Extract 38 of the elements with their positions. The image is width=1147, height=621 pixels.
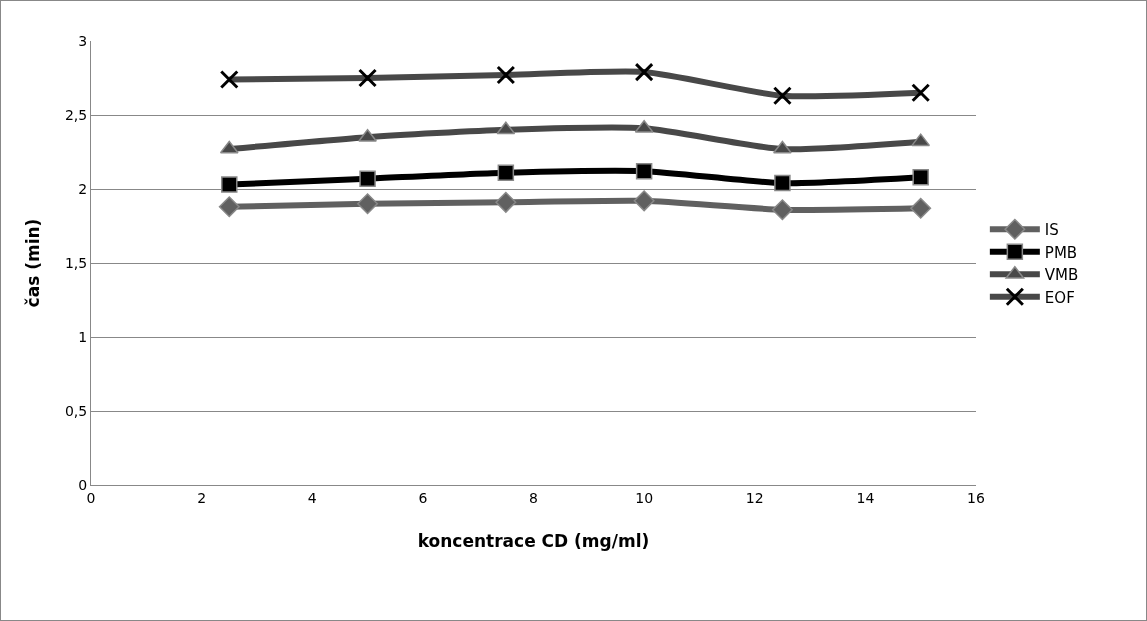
point: [495, 191, 517, 213]
point: [359, 170, 376, 187]
point: [635, 162, 653, 180]
point: [771, 199, 793, 221]
point: [910, 197, 932, 219]
y-tick-label: 2,5: [64, 106, 88, 123]
x-tick-label: 6: [418, 489, 428, 506]
y-tick-label: 1: [78, 328, 88, 345]
point: [221, 176, 238, 193]
legend-label: PMB: [1044, 243, 1078, 262]
x-tick-label: 14: [856, 489, 875, 506]
point: [773, 140, 792, 154]
y-tick-label: 1,5: [64, 254, 88, 271]
y-tick-label: 2: [78, 180, 88, 197]
point: [496, 121, 516, 135]
x-tick-label: 8: [529, 489, 538, 506]
x-axis-title: koncentrace CD (mg/ml): [417, 531, 650, 552]
y-tick-label: 0,5: [64, 402, 88, 419]
point: [218, 196, 240, 218]
point: [774, 174, 791, 192]
x-tick-label: 2: [197, 489, 207, 506]
point: [358, 128, 377, 142]
x-tick-label: 12: [745, 489, 764, 506]
x-tick-label: 10: [635, 489, 654, 506]
legend-label: EOF: [1044, 288, 1075, 307]
point: [357, 193, 379, 215]
x-tick-label: 4: [307, 489, 317, 506]
point: [911, 133, 931, 147]
y-tick-label: 0: [78, 476, 88, 493]
point: [633, 190, 655, 212]
y-axis-title: čas (min): [23, 218, 44, 308]
x-tick-label: 16: [967, 489, 985, 506]
legend-label: VMB: [1044, 266, 1079, 285]
y-tick-label: 3: [78, 32, 88, 49]
legend-label: IS: [1044, 221, 1059, 240]
point: [912, 168, 929, 186]
point: [219, 140, 239, 154]
point: [497, 164, 515, 181]
